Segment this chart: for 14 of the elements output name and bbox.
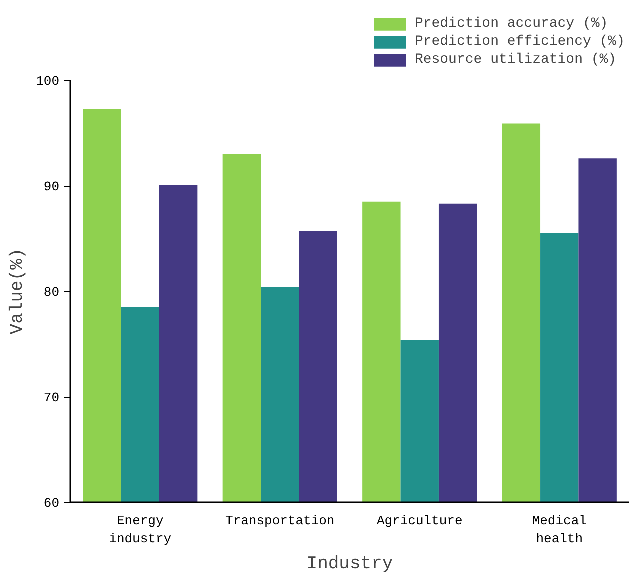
x-tick-label: Transportation	[226, 514, 335, 528]
y-tick-label: 100	[36, 74, 60, 89]
y-tick-label: 60	[44, 496, 60, 511]
legend-label: Prediction efficiency (%)	[414, 34, 625, 50]
x-axis-title: Industry	[306, 554, 394, 574]
legend-label: Prediction accuracy (%)	[414, 16, 608, 32]
x-tick-label: Energy industry	[109, 514, 172, 546]
y-tick-label: 70	[44, 390, 60, 406]
y-tick-label: 90	[44, 180, 60, 194]
y-axis-title: Value(%)	[8, 248, 28, 335]
x-tick-label: Medical health	[532, 514, 588, 546]
x-tick-label: Agriculture	[376, 514, 463, 528]
legend-label: Resource utilization (%)	[414, 52, 617, 68]
y-tick-label: 80	[44, 285, 60, 300]
